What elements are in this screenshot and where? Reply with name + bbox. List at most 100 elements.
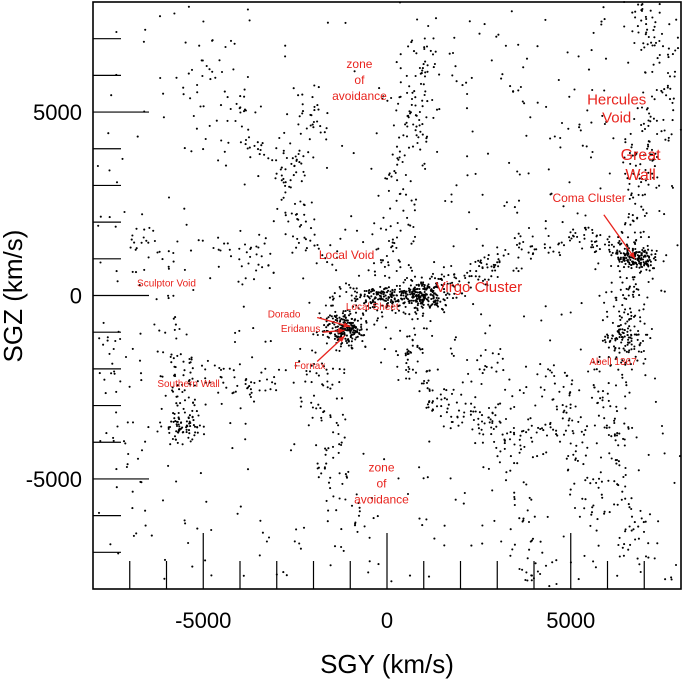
- galaxy-point: [174, 420, 177, 423]
- galaxy-point: [293, 443, 296, 446]
- galaxy-point: [436, 397, 439, 400]
- galaxy-point: [282, 181, 285, 184]
- galaxy-point: [332, 456, 335, 459]
- galaxy-point: [144, 440, 147, 443]
- galaxy-point: [640, 350, 643, 354]
- galaxy-point: [624, 497, 627, 500]
- galaxy-point: [265, 540, 268, 543]
- annotation-text: Hercules: [587, 92, 646, 109]
- galaxy-point: [624, 528, 627, 531]
- galaxy-point: [232, 369, 235, 372]
- galaxy-point: [453, 338, 456, 341]
- galaxy-point: [534, 562, 537, 565]
- galaxy-point: [623, 335, 626, 338]
- galaxy-point: [413, 203, 416, 206]
- galaxy-point: [297, 241, 300, 244]
- galaxy-point: [642, 530, 646, 533]
- galaxy-point: [622, 161, 625, 164]
- galaxy-point: [530, 574, 533, 577]
- galaxy-point: [387, 239, 391, 243]
- galaxy-point: [324, 304, 327, 307]
- galaxy-point: [355, 493, 358, 496]
- galaxy-point: [649, 120, 652, 123]
- galaxy-point: [313, 84, 316, 87]
- galaxy-point: [466, 358, 469, 362]
- galaxy-point: [280, 179, 283, 182]
- galaxy-point: [615, 299, 618, 302]
- galaxy-point: [445, 411, 448, 414]
- galaxy-point: [310, 401, 313, 404]
- galaxy-point: [540, 319, 543, 322]
- galaxy-point: [651, 70, 654, 73]
- galaxy-point: [633, 347, 636, 351]
- galaxy-point: [617, 368, 620, 371]
- galaxy-point: [163, 558, 167, 561]
- galaxy-point: [547, 234, 550, 238]
- galaxy-point: [634, 10, 637, 13]
- galaxy-point: [331, 295, 334, 298]
- galaxy-point: [372, 303, 376, 306]
- galaxy-point: [176, 384, 179, 387]
- galaxy-point: [368, 297, 371, 300]
- galaxy-point: [304, 220, 307, 223]
- galaxy-point: [579, 348, 582, 351]
- galaxy-point: [573, 88, 576, 91]
- galaxy-point: [481, 542, 484, 545]
- galaxy-point: [452, 354, 455, 357]
- galaxy-point: [189, 371, 192, 374]
- galaxy-point: [326, 372, 329, 375]
- galaxy-point: [513, 503, 516, 507]
- galaxy-point: [333, 292, 336, 295]
- galaxy-point: [411, 39, 414, 42]
- galaxy-point: [337, 335, 340, 338]
- galaxy-point: [368, 536, 371, 539]
- galaxy-point: [412, 225, 415, 229]
- galaxy-point: [170, 420, 173, 423]
- galaxy-point: [640, 181, 643, 184]
- galaxy-point: [295, 171, 298, 174]
- galaxy-point: [646, 143, 650, 146]
- galaxy-point: [405, 74, 408, 77]
- galaxy-point: [646, 28, 649, 31]
- galaxy-point: [282, 149, 285, 152]
- galaxy-point: [492, 263, 495, 266]
- galaxy-point: [264, 237, 267, 240]
- galaxy-point: [239, 95, 242, 98]
- galaxy-point: [404, 312, 407, 315]
- galaxy-point: [501, 73, 504, 76]
- galaxy-point: [624, 322, 627, 325]
- galaxy-point: [196, 527, 199, 530]
- galaxy-point: [617, 484, 620, 487]
- galaxy-point: [325, 166, 329, 169]
- galaxy-point: [413, 290, 416, 293]
- galaxy-point: [656, 132, 659, 136]
- galaxy-point: [138, 284, 141, 287]
- galaxy-point: [443, 388, 446, 391]
- galaxy-point: [140, 379, 143, 382]
- galaxy-point: [182, 93, 185, 96]
- galaxy-point: [536, 570, 539, 573]
- galaxy-point: [395, 61, 398, 64]
- galaxy-point: [555, 405, 558, 408]
- galaxy-point: [291, 235, 295, 238]
- galaxy-point: [112, 439, 115, 442]
- galaxy-point: [563, 371, 566, 374]
- galaxy-point: [642, 42, 645, 45]
- galaxy-point: [610, 264, 613, 268]
- galaxy-point: [497, 403, 500, 406]
- galaxy-point: [258, 554, 261, 557]
- galaxy-point: [520, 267, 523, 270]
- galaxy-point: [567, 419, 570, 422]
- galaxy-point: [288, 185, 291, 188]
- galaxy-point: [269, 340, 272, 343]
- galaxy-point: [518, 517, 521, 520]
- galaxy-point: [426, 476, 429, 479]
- galaxy-point: [360, 317, 363, 320]
- galaxy-point: [521, 568, 524, 571]
- galaxy-point: [666, 86, 669, 89]
- galaxy-point: [433, 62, 436, 66]
- galaxy-point: [395, 246, 398, 249]
- galaxy-point: [613, 503, 616, 506]
- galaxy-point: [377, 247, 380, 250]
- galaxy-point: [349, 312, 352, 315]
